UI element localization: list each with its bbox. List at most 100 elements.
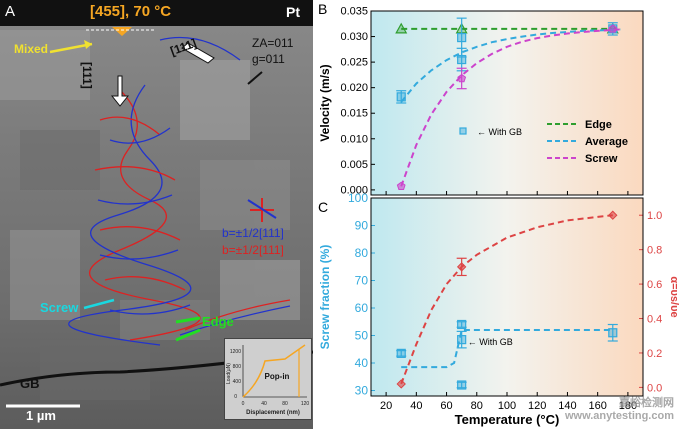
panel-c-alpha-point-0 [396, 379, 406, 389]
panel-c-y2tick-label-3: 0.6 [647, 279, 662, 291]
panel-b-legend-label-2: Screw [585, 153, 618, 165]
dislocation-lines [68, 36, 291, 346]
panel-c-xtick-label-3: 80 [471, 400, 483, 412]
panel-b-average-fit-line [400, 28, 621, 103]
panel-c-ytick-label-6: 90 [355, 219, 369, 233]
panel-c-xlabel: Temperature (°C) [455, 412, 560, 427]
watermark: 嘉峪检测网 www.anytesting.com [565, 397, 674, 423]
burgers-blue-label: b=±1/2[111] [222, 226, 284, 240]
panel-c-screw-fraction-point-3 [457, 380, 467, 390]
panel-c-background [371, 198, 643, 396]
inset-ytick-1: 400 [233, 379, 242, 385]
panel-b-screw-point-2 [608, 24, 618, 33]
panel-b-screw-point-0 [396, 181, 406, 190]
panel-b-ytick-label-1: 0.005 [340, 159, 368, 171]
panel-c-xtick-label-8: 180 [619, 400, 637, 412]
plots-svg: 0.0000.0050.0100.0150.0200.0250.0300.035… [318, 1, 680, 427]
screw-arrow-icon [83, 298, 115, 310]
panel-c-ytick-label-4: 70 [355, 274, 369, 288]
panel-b-withgb-marker [459, 127, 467, 135]
load-displacement-inset: Load(µN) 0 400 800 1200 0 40 80 120 Disp… [224, 338, 312, 420]
micrograph-drawing [0, 27, 313, 408]
panel-c-y2tick-label-4: 0.8 [647, 245, 662, 257]
burgers-vector-arrows-icon [247, 198, 277, 222]
panel-b-label: B [318, 1, 327, 17]
direction-arrow-1-icon [181, 42, 215, 64]
plots-area: 0.000 0.005 0.010 0.015 0.020 0.025 0.030 0.035… [313, 0, 680, 429]
edge-arrow-1-icon [175, 316, 201, 324]
inset-ytick-0: 0 [234, 394, 237, 400]
panel-b-ytick-label-5: 0.025 [340, 57, 368, 69]
panel-b-screw-fit-line [400, 28, 621, 187]
panel-b-ytick-label-3: 0.015 [340, 108, 368, 120]
grain-boundary-label: GB [20, 376, 40, 391]
panel-b-background [371, 11, 643, 195]
panel-b-legend-label-0: Edge [585, 119, 612, 131]
panel-c-frame [370, 197, 644, 397]
direction-label-2: [111] [80, 62, 94, 89]
micrograph-header-bar [0, 0, 313, 26]
panel-c-y2label: α=υs/υe [668, 276, 680, 317]
g-vector-label: g=011 [252, 52, 285, 66]
panel-b-ylabel: Velocity (m/s) [318, 64, 332, 141]
panel-c-withgb-label: ← With GB [468, 337, 513, 347]
panel-b-frame [370, 10, 644, 196]
mixed-arrow-icon [49, 42, 93, 54]
panel-c-y2tick-label-1: 0.2 [647, 348, 662, 360]
panel-c-ytick-label-1: 40 [355, 356, 369, 370]
panel-c-xtick-label-2: 60 [440, 400, 452, 412]
panel-c-y2tick-label-5: 1.0 [647, 210, 662, 222]
panel-c-xtick-label-4: 100 [498, 400, 516, 412]
direction-arrow-2-icon [110, 75, 130, 107]
panel-c-ytick-label-2: 50 [355, 329, 369, 343]
inset-curve [242, 344, 306, 398]
inset-xtick-0: 0 [242, 401, 245, 407]
burgers-red-label: b=±1/2[111] [222, 243, 284, 257]
inset-xtick-2: 80 [282, 401, 288, 407]
inset-ylabel: Load(µN) [226, 363, 232, 384]
panel-c-alpha-fit-line [400, 214, 613, 385]
inset-xtick-1: 40 [261, 401, 267, 407]
panel-c-xtick-label-0: 20 [380, 400, 392, 412]
edge-label: Edge [202, 314, 234, 329]
inset-xlabel: Displacement (nm) [246, 410, 300, 416]
panel-b-screw-point-1 [457, 73, 467, 83]
panel-b-average-point-2 [457, 32, 467, 43]
popin-label: Pop-in [265, 372, 290, 381]
inset-plot: Load(µN) 0 400 800 1200 0 40 80 120 Disp… [226, 344, 310, 416]
watermark-line1: 嘉峪检测网 [619, 397, 674, 409]
panel-c-xtick-label-6: 140 [558, 400, 576, 412]
panel-b-ytick-label-2: 0.010 [340, 133, 368, 145]
panel-a-micrograph: A [455], 70 °C Pt Mixed [111] [111] ZA=0… [0, 0, 313, 429]
panel-c-alpha-point-2 [608, 210, 618, 220]
panel-c-screw-fraction-fit-line [401, 329, 613, 369]
panel-c-ytick-label-3: 60 [355, 301, 369, 315]
panel-c-y2tick-label-0: 0.0 [647, 382, 662, 394]
panel-c-label: C [318, 199, 328, 215]
mixed-arrowhead-icon [84, 40, 92, 49]
panel-b-withgb-label: ← With GB [477, 127, 522, 137]
mixed-label: Mixed [14, 42, 49, 56]
panel-a-label: A [5, 3, 16, 20]
panel-c-y2tick-label-2: 0.4 [647, 314, 662, 326]
panel-c-ytick-label-5: 80 [355, 246, 369, 260]
indenter-arrow-icon [112, 27, 132, 36]
material-label: Pt [286, 4, 300, 20]
inset-xtick-3: 120 [301, 401, 310, 407]
watermark-line2: www.anytesting.com [564, 410, 674, 422]
panel-c-ytick-label-0: 30 [355, 384, 369, 398]
zone-axis-label: ZA=011 [252, 36, 294, 50]
panel-c-screw-fraction-point-2 [457, 335, 467, 345]
panel-b-ytick-label-0: 0.000 [340, 184, 368, 196]
panel-b-legend-label-1: Average [585, 136, 628, 148]
panel-c-screw-fraction-point-4 [608, 328, 618, 338]
panel-b-average-point-0 [396, 92, 406, 102]
panel-c-screw-fraction-point-0 [396, 348, 406, 358]
g-vector-arrow-icon [247, 71, 263, 85]
scale-bar-label: 1 µm [26, 408, 56, 423]
panel-c-ylabel: Screw fraction (%) [318, 245, 332, 350]
panel-c-screw-fraction-point-1 [457, 319, 467, 330]
edge-arrow-2-icon [175, 328, 201, 342]
panel-c-alpha-point-1 [456, 262, 467, 272]
